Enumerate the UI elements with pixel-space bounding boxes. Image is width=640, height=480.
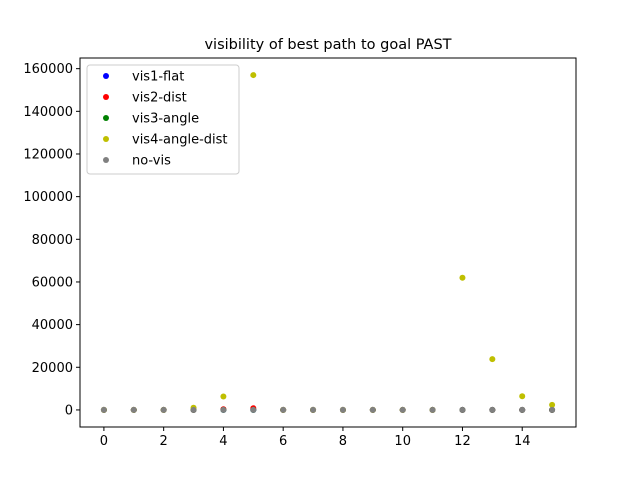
legend-label: vis3-angle <box>132 112 199 127</box>
data-point <box>459 274 466 281</box>
data-point <box>130 406 137 413</box>
data-point <box>100 406 107 413</box>
data-point <box>489 406 496 413</box>
data-point <box>280 406 287 413</box>
y-tick-label: 160000 <box>23 62 73 77</box>
x-tick-label: 2 <box>160 434 168 449</box>
y-axis: 0 20000 40000 60000 80000 100000 120000 140000 1… <box>23 62 80 418</box>
data-point <box>459 406 466 413</box>
legend-label: no-vis <box>132 154 171 169</box>
x-tick-label: 4 <box>219 434 227 449</box>
data-point <box>519 393 526 400</box>
plot-area-frame <box>79 57 577 428</box>
data-point <box>489 356 496 363</box>
legend-marker <box>103 94 109 100</box>
y-tick-label: 120000 <box>23 147 73 162</box>
data-point <box>339 406 346 413</box>
data-point <box>519 406 526 413</box>
data-point <box>429 406 436 413</box>
y-tick-label: 80000 <box>32 233 73 248</box>
y-tick-label: 0 <box>65 403 73 418</box>
legend-label: vis1-flat <box>132 70 184 85</box>
legend-box <box>86 64 240 175</box>
x-axis: 0 2 4 6 8 10 12 14 <box>100 427 531 449</box>
legend-marker <box>103 136 109 142</box>
data-point <box>250 406 257 413</box>
y-tick-label: 40000 <box>32 318 73 333</box>
legend-label: vis2-dist <box>132 91 187 106</box>
data-point <box>310 406 317 413</box>
x-tick-label: 8 <box>339 434 347 449</box>
data-point <box>549 401 556 408</box>
x-tick-label: 6 <box>279 434 287 449</box>
data-point <box>369 406 376 413</box>
legend: vis1-flat vis2-dist vis3-angle vis4-angle-d… <box>86 64 240 175</box>
series-no-vis <box>100 406 556 413</box>
data-point <box>160 406 167 413</box>
y-tick-label: 20000 <box>32 361 73 376</box>
data-point <box>549 406 556 413</box>
y-tick-label: 100000 <box>23 190 73 205</box>
x-tick-label: 12 <box>454 434 471 449</box>
y-tick-label: 60000 <box>32 275 73 290</box>
legend-marker <box>103 157 109 163</box>
data-points <box>100 72 556 413</box>
legend-marker <box>103 73 109 79</box>
x-tick-label: 0 <box>100 434 108 449</box>
data-point <box>250 72 257 79</box>
legend-marker <box>103 115 109 121</box>
legend-label: vis4-angle-dist <box>132 133 228 148</box>
data-point <box>220 406 227 413</box>
data-point <box>399 406 406 413</box>
y-tick-label: 140000 <box>23 105 73 120</box>
data-point <box>190 406 197 413</box>
x-tick-label: 14 <box>514 434 531 449</box>
chart-title: visibility of best path to goal PAST <box>204 37 451 53</box>
data-point <box>220 393 227 400</box>
x-tick-label: 10 <box>394 434 411 449</box>
